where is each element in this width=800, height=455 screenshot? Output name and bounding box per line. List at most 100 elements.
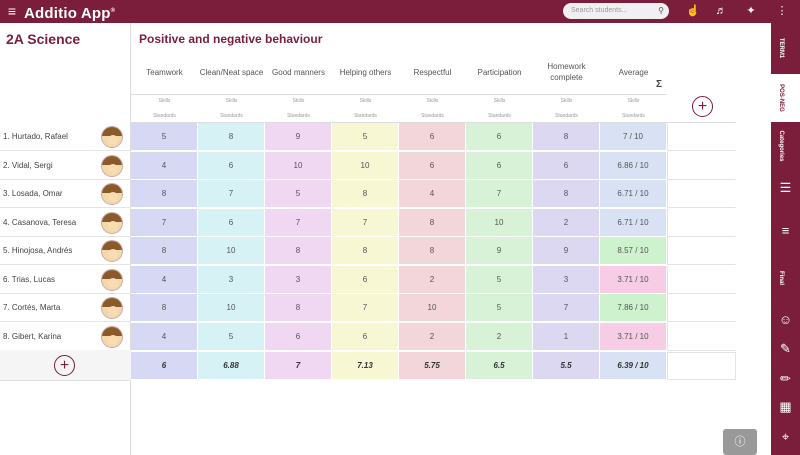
student-avatar[interactable] (101, 183, 123, 205)
empty-cell[interactable] (667, 237, 736, 265)
score-cell[interactable]: 6 (265, 322, 332, 351)
column-header[interactable]: Participation (477, 67, 522, 77)
average-cell[interactable]: 8.57 / 10 (600, 237, 667, 265)
score-cell[interactable]: 8 (399, 237, 466, 265)
score-cell[interactable]: 6 (466, 151, 533, 180)
student-avatar[interactable] (101, 268, 123, 291)
score-cell[interactable]: 7 (265, 208, 332, 237)
student-avatar[interactable] (101, 240, 123, 262)
score-cell[interactable]: 4 (131, 322, 198, 351)
score-cell[interactable]: 5 (466, 265, 533, 294)
empty-cell[interactable] (667, 294, 736, 322)
more-options-icon[interactable]: ⋮ (776, 5, 788, 17)
walking-icon[interactable]: ♬ (715, 5, 727, 17)
score-cell[interactable]: 3 (533, 265, 600, 294)
average-cell[interactable]: 6.71 / 10 (600, 208, 667, 237)
score-cell[interactable]: 7 (198, 180, 265, 208)
student-avatar[interactable] (101, 297, 123, 319)
score-cell[interactable]: 7 (533, 294, 600, 322)
score-cell[interactable]: 1 (533, 322, 600, 351)
student-avatar[interactable] (101, 154, 123, 177)
student-row[interactable]: 6. Trias, Lucas (0, 266, 131, 294)
tab-pos-neg[interactable]: POS-NEG (771, 74, 800, 122)
score-cell[interactable]: 2 (399, 265, 466, 294)
score-cell[interactable]: 6 (466, 123, 533, 151)
touch-icon[interactable]: ☝ (686, 5, 700, 17)
score-cell[interactable]: 8 (131, 180, 198, 208)
score-cell[interactable]: 7 (332, 294, 399, 322)
checklist-icon[interactable]: ≡ (781, 223, 790, 238)
empty-cell[interactable] (667, 123, 736, 151)
clipboard-icon[interactable]: ✎ (780, 341, 791, 356)
average-cell[interactable]: 3.71 / 10 (600, 322, 667, 351)
score-cell[interactable]: 9 (265, 123, 332, 151)
score-cell[interactable]: 7 (466, 180, 533, 208)
score-cell[interactable]: 2 (466, 322, 533, 351)
score-cell[interactable]: 5 (265, 180, 332, 208)
score-cell[interactable]: 6 (198, 208, 265, 237)
student-row[interactable]: 2. Vidal, Sergi (0, 152, 131, 180)
score-cell[interactable]: 4 (131, 151, 198, 180)
score-cell[interactable]: 9 (466, 237, 533, 265)
score-cell[interactable]: 2 (399, 322, 466, 351)
column-header[interactable]: Helping others (339, 67, 392, 77)
score-cell[interactable]: 5 (198, 322, 265, 351)
score-cell[interactable]: 3 (265, 265, 332, 294)
score-cell[interactable]: 9 (533, 237, 600, 265)
score-cell[interactable]: 6 (198, 151, 265, 180)
pencil-icon[interactable]: ✏ (780, 371, 791, 386)
score-cell[interactable]: 10 (466, 208, 533, 237)
score-cell[interactable]: 8 (533, 123, 600, 151)
empty-cell[interactable] (667, 208, 736, 237)
score-cell[interactable]: 8 (533, 180, 600, 208)
average-cell[interactable]: 7 / 10 (600, 123, 667, 151)
score-cell[interactable]: 8 (332, 180, 399, 208)
tab-term1[interactable]: TERM1 (778, 37, 784, 59)
score-cell[interactable]: 5 (131, 123, 198, 151)
score-cell[interactable]: 5 (466, 294, 533, 322)
info-button[interactable]: ⓘ (723, 429, 757, 455)
score-cell[interactable]: 8 (399, 208, 466, 237)
score-cell[interactable]: 6 (332, 265, 399, 294)
score-cell[interactable]: 10 (399, 294, 466, 322)
average-cell[interactable]: 7.86 / 10 (600, 294, 667, 322)
list-icon[interactable]: ☰ (779, 180, 792, 195)
score-cell[interactable]: 4 (131, 265, 198, 294)
empty-cell[interactable] (667, 322, 736, 351)
magic-wand-icon[interactable]: ✦ (746, 5, 756, 17)
column-header[interactable]: Respectful (413, 67, 452, 77)
score-cell[interactable]: 8 (131, 294, 198, 322)
add-student-button[interactable]: + (54, 355, 75, 376)
score-cell[interactable]: 6 (533, 151, 600, 180)
score-cell[interactable]: 3 (198, 265, 265, 294)
score-cell[interactable]: 6 (332, 322, 399, 351)
tab-final[interactable]: Final (778, 270, 784, 286)
add-column-button[interactable]: + (692, 96, 713, 117)
score-cell[interactable]: 8 (131, 237, 198, 265)
average-cell[interactable]: 3.71 / 10 (600, 265, 667, 294)
column-header[interactable]: Teamwork (146, 67, 183, 77)
score-cell[interactable]: 10 (265, 151, 332, 180)
student-avatar[interactable] (101, 325, 123, 348)
score-cell[interactable]: 6 (399, 123, 466, 151)
student-row[interactable]: 5. Hinojosa, Andrés (0, 237, 131, 265)
search-input[interactable]: Search students... ⚲ (563, 3, 669, 19)
column-header[interactable]: Average (618, 67, 649, 77)
score-cell[interactable]: 7 (131, 208, 198, 237)
student-row[interactable]: 7. Cortés, Marta (0, 294, 131, 322)
empty-cell[interactable] (667, 265, 736, 294)
search-icon[interactable]: ⚲ (658, 6, 664, 15)
score-cell[interactable]: 8 (332, 237, 399, 265)
student-row[interactable]: 8. Gibert, Karina (0, 323, 131, 351)
tab-categories[interactable]: Categories (778, 129, 784, 162)
score-cell[interactable]: 2 (533, 208, 600, 237)
score-cell[interactable]: 8 (265, 237, 332, 265)
score-cell[interactable]: 8 (198, 123, 265, 151)
score-cell[interactable]: 6 (399, 151, 466, 180)
user-icon[interactable]: ☺ (778, 312, 793, 327)
empty-cell[interactable] (667, 151, 736, 180)
score-cell[interactable]: 10 (332, 151, 399, 180)
column-header[interactable]: Clean/Neat space (199, 67, 264, 77)
column-header[interactable]: Good manners (272, 67, 325, 77)
menu-icon[interactable]: ≡ (7, 3, 17, 19)
